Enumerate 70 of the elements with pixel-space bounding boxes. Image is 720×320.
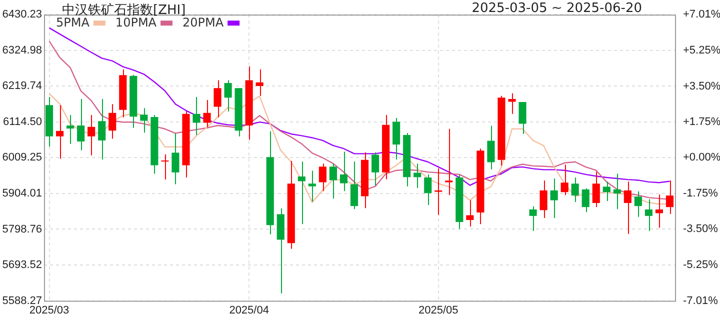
x-tick-label: 2025/04 [229,304,269,316]
candlestick [571,177,579,202]
candlestick [224,80,232,112]
candlestick [613,173,621,210]
candlestick [434,168,442,216]
legend-label: 10PMA [115,16,158,30]
y2-tick-label: -3.50% [683,223,718,236]
y-tick-label: 6219.74 [2,80,42,92]
candlestick [550,178,558,218]
candlestick [298,161,306,225]
candlestick [308,170,316,202]
candlestick [192,96,200,136]
candlestick [98,98,106,160]
candlestick [256,68,264,96]
y2-tick-label: +7.01% [683,8,720,21]
candlestick [529,206,537,232]
candlestick [172,132,180,185]
chart-title: 中汉铁矿石指数[ZHI] [62,2,186,18]
candlestick [602,181,610,202]
candlestick [56,104,64,160]
candlestick [350,161,358,210]
candlestick [592,171,600,208]
candlestick [140,108,148,134]
candlestick [624,181,632,234]
candlestick [508,92,516,114]
y-tick-label: 5798.76 [2,223,42,236]
candlestick [392,118,400,160]
candlestick [340,151,348,192]
candlestick [203,100,211,128]
candlestick [161,154,169,180]
candlestick [414,163,422,189]
y-tick-label: 6324.98 [2,44,42,56]
legend-label: 5PMA [56,16,90,30]
candlestick [666,180,674,214]
y-tick-label: 5588.27 [2,294,42,307]
candlestick [644,198,652,232]
candlestick [655,194,664,228]
y2-tick-label: -1.75% [683,187,718,200]
x-tick-label: 2025/05 [418,304,458,316]
candlestick [424,174,432,206]
candlestick [560,164,568,196]
candlestick [582,188,590,213]
candlestick [634,190,642,218]
y2-tick-label: +5.25% [683,44,720,57]
legend-label: 20PMA [182,16,224,30]
candlestick [487,125,495,170]
candlestick [518,102,526,134]
y-tick-label: 6430.23 [2,8,42,21]
x-tick-label: 2025/03 [29,304,70,316]
candlestick [540,180,548,218]
candlestick [88,114,96,156]
candlestick [108,104,116,140]
y-tick-label: 6009.25 [2,152,42,164]
candlestick [214,80,222,118]
y2-tick-label: +0.00% [683,152,720,164]
y-tick-label: 6114.50 [3,116,42,128]
candlestick [66,114,74,144]
y-tick-label: 5693.52 [2,259,42,272]
y-tick-label: 5904.01 [2,188,42,200]
candlestick [445,128,453,196]
y2-tick-label: -5.25% [683,258,718,271]
y2-tick-label: +1.75% [683,116,720,128]
y2-tick-label: -7.01% [683,294,718,307]
y2-tick-label: +3.50% [683,80,720,92]
candlestick [329,163,337,200]
candlestick [371,152,380,186]
candlestick [466,200,474,227]
candlestick [77,98,85,151]
chart-subtitle: 2025-03-05 ~ 2025-06-20 [472,1,642,16]
candlestick [318,163,326,192]
